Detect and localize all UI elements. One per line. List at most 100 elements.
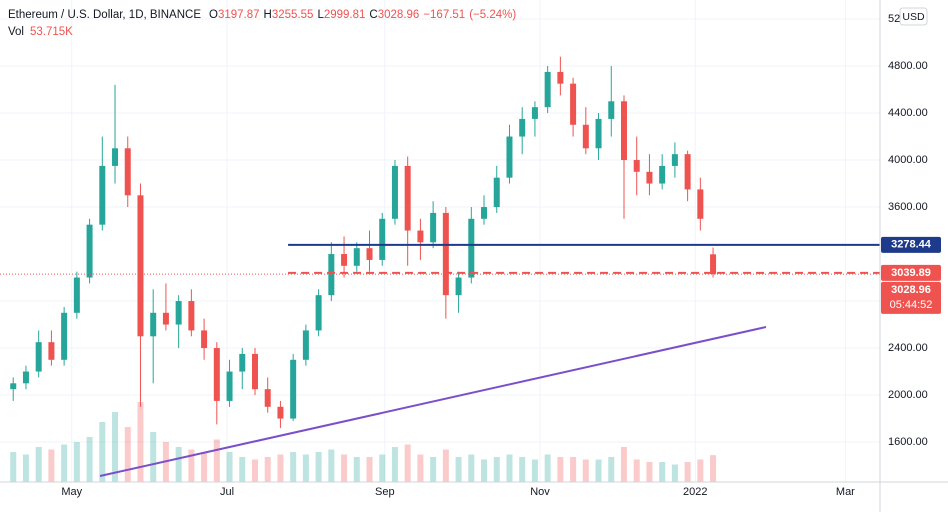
volume-bar bbox=[366, 457, 373, 482]
candle-body bbox=[570, 83, 577, 125]
volume-bar bbox=[391, 447, 398, 482]
x-tick-label: Nov bbox=[530, 486, 550, 498]
symbol: Ethereum / U.S. Dollar, 1D, BINANCE bbox=[8, 9, 201, 21]
candle-body bbox=[633, 160, 640, 172]
volume-header: Vol 53.715K bbox=[8, 26, 73, 38]
volume-bar bbox=[341, 454, 348, 482]
volume-bar bbox=[86, 437, 93, 482]
volume-bar bbox=[442, 449, 449, 482]
ohlc-value: 3028.96 bbox=[378, 9, 420, 21]
candle-body bbox=[646, 171, 653, 184]
candle-body bbox=[481, 207, 488, 219]
x-tick-label: 2022 bbox=[683, 486, 707, 498]
volume-bar bbox=[290, 452, 297, 482]
ohlc-label: H bbox=[264, 9, 272, 21]
candle-body bbox=[213, 348, 220, 401]
candle-body bbox=[391, 165, 398, 219]
volume-value: 53.715K bbox=[30, 26, 73, 38]
volume-layer bbox=[10, 402, 717, 482]
volume-bar bbox=[417, 454, 424, 482]
candle-layer bbox=[10, 56, 717, 428]
volume-bar bbox=[544, 454, 551, 482]
volume-bar bbox=[277, 454, 284, 482]
grid bbox=[0, 0, 880, 482]
candle-body bbox=[99, 165, 106, 225]
x-tick-label: May bbox=[61, 486, 82, 498]
volume-bar bbox=[659, 462, 666, 482]
volume-bar bbox=[112, 412, 119, 482]
candle-body bbox=[620, 101, 627, 161]
volume-bar bbox=[10, 452, 17, 482]
candle-body bbox=[315, 295, 322, 331]
candle-body bbox=[659, 165, 666, 184]
candle-body bbox=[455, 277, 462, 296]
candle-body bbox=[493, 177, 500, 208]
candle-body bbox=[684, 154, 691, 190]
candle-body bbox=[404, 165, 411, 231]
volume-bar bbox=[620, 447, 627, 482]
candle-body bbox=[328, 254, 335, 296]
candle-body bbox=[544, 71, 551, 108]
ohlc-label: C bbox=[369, 9, 377, 21]
candle-body bbox=[506, 136, 513, 178]
x-tick-label: Sep bbox=[375, 486, 395, 498]
volume-bar bbox=[99, 422, 106, 482]
y-tick-label: 2000.00 bbox=[888, 389, 928, 401]
volume-bar bbox=[430, 457, 437, 482]
candle-body bbox=[417, 230, 424, 243]
ohlc-label: L bbox=[317, 9, 324, 21]
candle-body bbox=[379, 218, 386, 260]
support-badge: 3039.89 bbox=[891, 267, 931, 279]
volume-bar bbox=[201, 452, 208, 482]
volume-bar bbox=[73, 442, 80, 482]
volume-bar bbox=[608, 457, 615, 482]
candle-body bbox=[582, 124, 589, 149]
candle-body bbox=[468, 218, 475, 278]
legend-header: Ethereum / U.S. Dollar, 1D, BINANCE O3197… bbox=[8, 9, 516, 21]
candle-body bbox=[671, 154, 678, 166]
candle-body bbox=[519, 118, 526, 137]
candle-body bbox=[264, 389, 271, 407]
y-tick-label: 4000.00 bbox=[888, 154, 928, 166]
candle-body bbox=[226, 371, 233, 401]
candle-body bbox=[442, 212, 449, 296]
currency-badge-bg bbox=[899, 7, 928, 26]
candle-body bbox=[697, 189, 704, 219]
candle-body bbox=[86, 224, 93, 278]
currency-badge: USD bbox=[902, 11, 925, 23]
change: −167.51 bbox=[423, 9, 465, 21]
candle-body bbox=[341, 254, 348, 266]
volume-bar bbox=[531, 459, 538, 482]
candle-body bbox=[353, 248, 360, 266]
candle-body bbox=[61, 312, 68, 360]
overlay-layer bbox=[0, 243, 880, 477]
candle-body bbox=[277, 406, 284, 419]
countdown: 05:44:52 bbox=[890, 299, 933, 311]
candle-body bbox=[150, 312, 157, 337]
volume-bar bbox=[557, 457, 564, 482]
candle-body bbox=[430, 212, 437, 243]
volume-bar bbox=[481, 459, 488, 482]
volume-bar bbox=[213, 439, 220, 482]
volume-bar bbox=[137, 402, 144, 482]
candle-body bbox=[35, 342, 42, 372]
y-tick-label: 2400.00 bbox=[888, 342, 928, 354]
volume-bar bbox=[264, 457, 271, 482]
candle-body bbox=[162, 312, 169, 325]
candle-body bbox=[710, 254, 717, 275]
y-tick-label: 4800.00 bbox=[888, 60, 928, 72]
y-tick-label: 3600.00 bbox=[888, 201, 928, 213]
last-price-badge-bg bbox=[881, 281, 941, 314]
resistance-badge: 3278.44 bbox=[891, 239, 932, 251]
candle-body bbox=[595, 118, 602, 149]
volume-bar bbox=[519, 457, 526, 482]
volume-bar bbox=[48, 449, 55, 482]
volume-bar bbox=[353, 457, 360, 482]
volume-bar bbox=[188, 449, 195, 482]
ohlc-value: 2999.81 bbox=[324, 9, 366, 21]
candle-body bbox=[366, 248, 373, 260]
support-badge-bg bbox=[881, 264, 941, 281]
volume-bar bbox=[302, 454, 309, 482]
volume-bar bbox=[506, 454, 513, 482]
candle-body bbox=[10, 383, 17, 390]
